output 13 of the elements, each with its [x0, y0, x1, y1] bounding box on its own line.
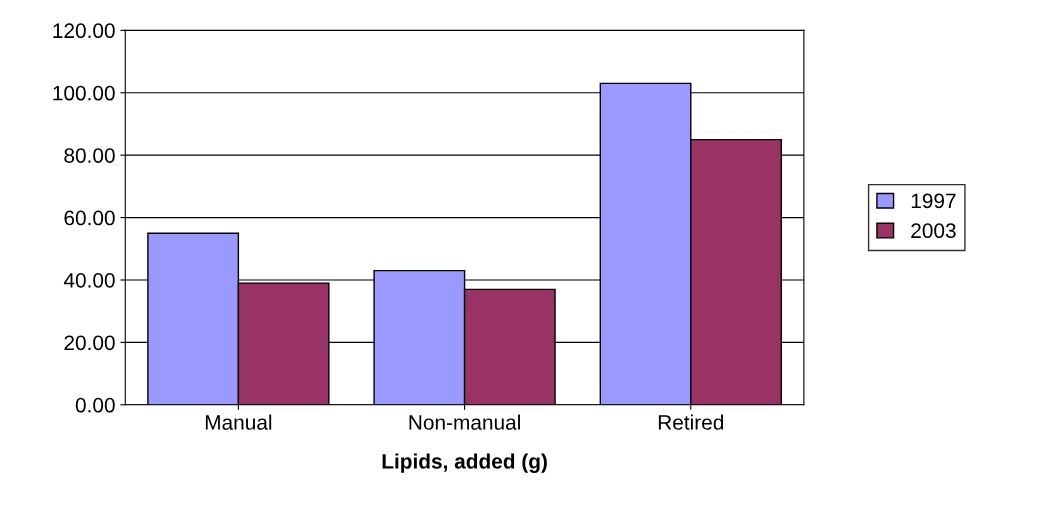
- y-tick-label: 80.00: [64, 148, 115, 163]
- y-tick-label: 20.00: [64, 335, 115, 351]
- y-tick-label: 100.00: [53, 85, 115, 101]
- y-tick-label: 0.00: [75, 397, 115, 413]
- y-tick-label: 40.00: [63, 272, 115, 288]
- y-tick-label: 120.00: [53, 23, 115, 39]
- x-tick-label: Retired: [658, 414, 724, 430]
- x-tick-label: Manual: [205, 414, 272, 430]
- x-tick-label: Non-manual: [409, 414, 520, 430]
- y-tick-label: 60.00: [64, 210, 115, 226]
- legend-label: 1997: [911, 193, 956, 209]
- x-axis-title: Lipids, added (g): [382, 453, 547, 473]
- legend-label: 2003: [911, 223, 956, 239]
